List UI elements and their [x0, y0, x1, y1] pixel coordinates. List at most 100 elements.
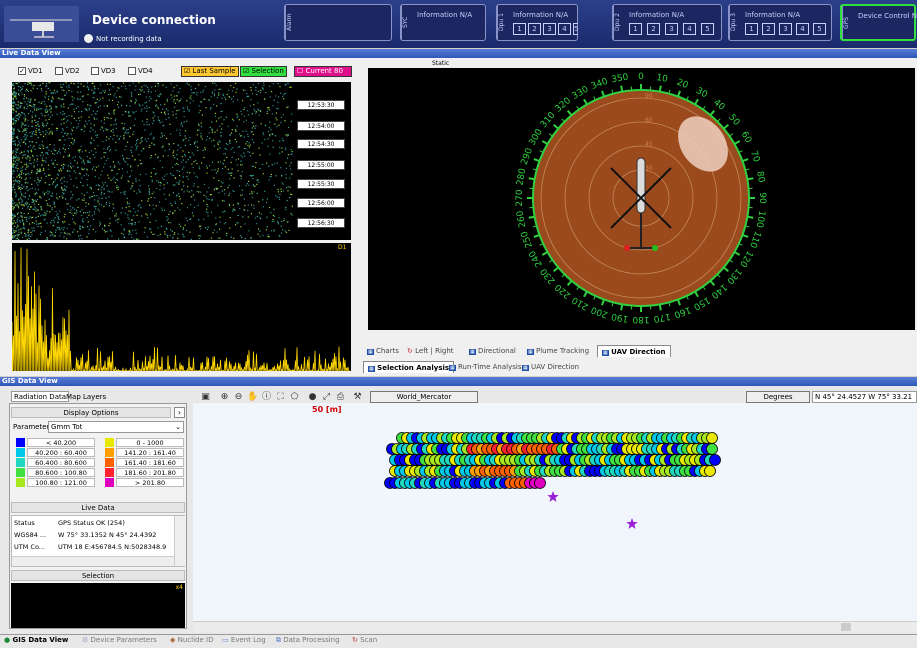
dpu-button[interactable]: 5 — [701, 23, 714, 35]
gps-panel[interactable]: GPS Device Control Ni — [840, 4, 916, 41]
checkbox-box[interactable] — [128, 67, 136, 75]
tab-label: Directional — [478, 347, 516, 355]
legend-swatch — [105, 448, 114, 457]
dpu-panel-3[interactable]: Dpu 3 Information N/A 1 2 3 4 5 — [728, 4, 832, 41]
legend-swatch — [16, 438, 25, 447]
layers-icon[interactable]: ▣ — [200, 392, 211, 403]
checkbox-vd3[interactable]: VD3 — [91, 67, 116, 75]
dpu-button[interactable]: 5 — [813, 23, 826, 35]
gis-section-title: GIS Data View — [0, 377, 917, 386]
zoom-extent-icon[interactable]: ⤢ — [321, 392, 332, 403]
dpu-panel-2[interactable]: Dpu 2 Information N/A 1 2 3 4 5 — [612, 4, 722, 41]
vertical-scrollbar[interactable] — [174, 516, 185, 566]
scrollbar-thumb[interactable] — [841, 623, 851, 631]
log-icon: ▭ — [222, 636, 229, 644]
track-point — [710, 455, 721, 466]
print-icon[interactable]: ⎙ — [335, 392, 346, 403]
tab-device-parameters[interactable]: ⚙ Device Parameters — [82, 636, 157, 644]
tab-charts[interactable]: ▦ Charts — [363, 345, 403, 357]
selection-plot[interactable]: x4 — [11, 583, 185, 628]
live-row-key: WGS84 ... — [14, 531, 46, 539]
time-label: 12:53:30 — [297, 100, 345, 110]
tab-radiation-data[interactable]: Radiation Data — [11, 391, 69, 402]
tab-label: UAV Direction — [531, 363, 579, 371]
info-icon[interactable]: ⓘ — [261, 392, 272, 403]
dpu-button[interactable]: 5 — [573, 23, 578, 35]
dpu-button[interactable]: 3 — [779, 23, 792, 35]
dpu-button[interactable]: 4 — [558, 23, 571, 35]
gis-map[interactable] — [193, 403, 917, 621]
legend-range: 181.60 : 201.80 — [116, 468, 184, 477]
live-row-value: UTM 18 E:456784.5 N:5028348.9 — [58, 543, 166, 551]
sync-panel[interactable]: SYC Information N/A — [400, 4, 486, 41]
tab-label: Left | Right — [415, 347, 453, 355]
dpu-button[interactable]: 1 — [745, 23, 758, 35]
tab-selection-analysis[interactable]: ▦ Selection Analysis — [363, 361, 454, 373]
dpu-button[interactable]: 4 — [796, 23, 809, 35]
dpu-button[interactable]: 1 — [513, 23, 526, 35]
chevron-right-icon[interactable]: › — [174, 407, 185, 418]
tab-event-log[interactable]: ▭ Event Log — [222, 636, 266, 644]
legend-range: 100.80 : 121.00 — [27, 478, 95, 487]
compass-label: 230 — [539, 266, 558, 286]
parameter-select[interactable]: Gmm Tot ⌄ — [48, 421, 184, 433]
dpu-button[interactable]: 2 — [647, 23, 660, 35]
alarm-label: Alarm — [285, 5, 297, 40]
tab-run-time-analysis[interactable]: ▦ Run-Time Analysis — [445, 361, 525, 373]
live-data-list[interactable]: Status GPS Status OK (254) WGS84 ... W 7… — [11, 515, 185, 567]
projection-button[interactable]: World_Mercator — [370, 391, 478, 403]
current-toggle[interactable]: ☐ Current 80 — [294, 66, 352, 77]
dpu-button[interactable]: 3 — [665, 23, 678, 35]
radial-label: 30 — [645, 165, 653, 172]
tab-directional[interactable]: ▦ Directional — [465, 345, 520, 357]
tab-map-layers[interactable]: Map Layers — [64, 392, 108, 402]
select-rect-icon[interactable]: ⛶ — [275, 392, 286, 403]
dpu-info: Information N/A — [745, 11, 800, 19]
checkbox-box[interactable]: ✓ — [18, 67, 26, 75]
spectrum-plot[interactable] — [12, 243, 351, 371]
zoom-in-icon[interactable]: ⊕ — [219, 392, 230, 403]
nuclide-icon: ◆ — [170, 636, 175, 644]
map-horizontal-scrollbar[interactable] — [193, 621, 917, 632]
checkbox-label: VD4 — [138, 67, 153, 75]
dpu-button[interactable]: 2 — [762, 23, 775, 35]
compass-label: 300 — [528, 127, 545, 147]
tab-nuclide-id[interactable]: ◆ Nuclide ID — [170, 636, 213, 644]
checkbox-vd2[interactable]: VD2 — [55, 67, 80, 75]
dpu-button[interactable]: 1 — [629, 23, 642, 35]
tab-uav-direction-2[interactable]: ▦ UAV Direction — [518, 361, 583, 373]
nav-light-green — [652, 245, 658, 251]
checkbox-box[interactable] — [55, 67, 63, 75]
pan-hand-icon[interactable]: ✋ — [247, 392, 258, 403]
checkbox-box[interactable] — [91, 67, 99, 75]
compass-label: 290 — [520, 147, 535, 167]
selection-toggle[interactable]: ☑ Selection — [240, 66, 287, 77]
tab-scan[interactable]: ↻ Scan — [352, 636, 377, 644]
tools-icon[interactable]: ⚒ — [352, 392, 363, 403]
tab-left-right[interactable]: ↻ Left | Right — [403, 345, 458, 357]
dpu-panel-1[interactable]: Dpu 1 Information N/A 1 2 3 4 5 — [496, 4, 578, 41]
tab-gis-data-view[interactable]: ● GIS Data View — [4, 636, 68, 644]
globe-icon[interactable]: ● — [307, 392, 318, 403]
uav-direction-view[interactable]: 350 0 10 20 30 40 50 60 70 80 90 100 110 120 130 140 150… — [368, 68, 915, 330]
units-button[interactable]: Degrees — [746, 391, 810, 403]
tab-uav-direction[interactable]: ▦ UAV Direction — [597, 345, 671, 357]
checkbox-vd4[interactable]: VD4 — [128, 67, 153, 75]
spectrum-tag: D1 — [338, 244, 346, 251]
alarm-panel[interactable]: Alarm — [284, 4, 392, 41]
tab-plume-tracking[interactable]: ▦ Plume Tracking — [523, 345, 593, 357]
dpu-button[interactable]: 2 — [528, 23, 541, 35]
horizontal-scrollbar[interactable] — [12, 556, 174, 566]
checkbox-vd1[interactable]: ✓ VD1 — [18, 67, 43, 75]
select-polygon-icon[interactable]: ⬠ — [289, 392, 300, 403]
zoom-out-icon[interactable]: ⊖ — [233, 392, 244, 403]
dpu-button[interactable]: 3 — [543, 23, 556, 35]
dpu-button[interactable]: 4 — [683, 23, 696, 35]
tab-data-processing[interactable]: ⧉ Data Processing — [276, 636, 340, 645]
time-label: 12:55:30 — [297, 179, 345, 189]
radiation-data-panel: Display Options › Parameter Gmm Tot ⌄ < … — [9, 403, 187, 629]
tab-label: Charts — [376, 347, 399, 355]
last-sample-toggle[interactable]: ☑ Last Sample — [181, 66, 239, 77]
compass-label: 190 — [610, 311, 629, 324]
spectrum-trace — [12, 248, 350, 372]
